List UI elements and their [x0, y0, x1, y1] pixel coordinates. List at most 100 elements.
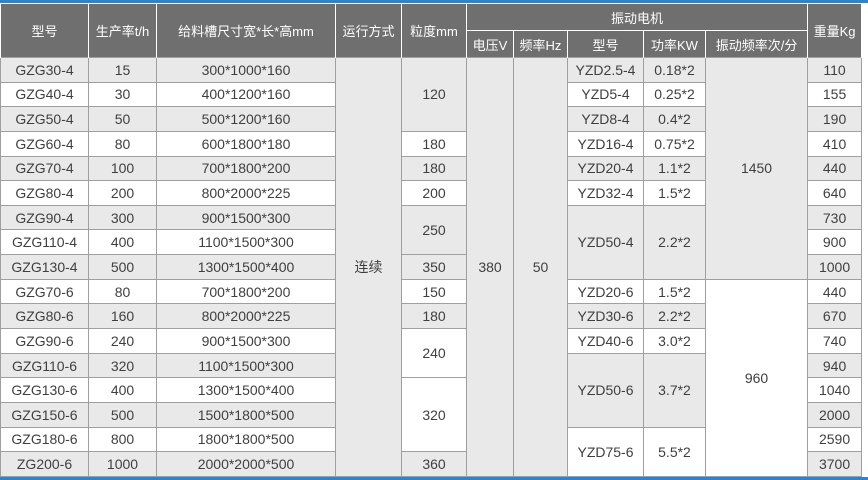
cell-motor_model: YZD40-6: [567, 328, 644, 354]
table-row: GZG70-6 80 700*1800*200 150 YZD20-6 1.5*2 960 4…: [0, 278, 863, 478]
cell-rate: 800: [88, 426, 157, 453]
cell-rate: 1000: [88, 451, 157, 477]
cell-motor_model: YZD5-4: [567, 81, 644, 108]
cell-model: GZG90-4: [0, 204, 89, 231]
table-row: GZG150-6 500 1500*1800*500 2000: [0, 401, 863, 428]
table-row: GZG80-4 200 800*2000*225 200 YZD32-4 1.5*2 640: [0, 180, 863, 206]
cell-particle: 320: [401, 377, 467, 453]
cell-particle: 180: [401, 155, 467, 182]
cell-power: 0.18*2: [643, 57, 706, 83]
cell-trough: 1100*1500*300: [156, 352, 336, 379]
cell-trough: 400*1200*160: [156, 81, 336, 108]
cell-vib_freq: 1450: [704, 57, 809, 280]
cell-weight: 410: [807, 130, 863, 157]
table-row: ZG200-6 1000 2000*2000*500 360 3700: [0, 451, 863, 477]
cell-weight: 440: [807, 155, 863, 182]
header-weight: 重量Kg: [807, 3, 863, 58]
bottom-accent-bar: [0, 477, 868, 480]
cell-power: 3.7*2: [643, 352, 706, 428]
cell-trough: 800*2000*225: [156, 180, 336, 206]
cell-weight: 110: [807, 57, 863, 83]
cell-trough: 500*1200*160: [156, 106, 336, 132]
cell-power: 0.75*2: [643, 130, 706, 157]
header-vibration-motor-group: 振动电机: [465, 3, 809, 31]
spec-table-body: GZG30-4 15 300*1000*160 连续 120 380 50 YZD2.5-4 0…: [0, 57, 863, 478]
cell-rate: 400: [88, 377, 157, 403]
table-row: GZG130-6 400 1300*1500*400 320 1040: [0, 377, 863, 453]
cell-motor_model: YZD2.5-4: [567, 57, 644, 83]
header-rate: 生产率t/h: [88, 3, 157, 58]
cell-frequency: 50: [513, 57, 568, 477]
cell-weight: 640: [807, 180, 863, 206]
cell-model: GZG80-6: [0, 303, 89, 330]
header-voltage: 电压V: [466, 30, 514, 58]
cell-power: 1.1*2: [643, 155, 706, 182]
header-particle-size: 粒度mm: [401, 3, 467, 58]
cell-particle: 180: [401, 303, 467, 330]
cell-power: 1.5*2: [643, 278, 706, 305]
cell-weight: 155: [807, 81, 863, 108]
cell-rate: 320: [88, 352, 157, 379]
cell-weight: 900: [807, 229, 863, 256]
cell-weight: 190: [807, 106, 863, 132]
cell-model: GZG50-4: [0, 106, 89, 132]
cell-model: GZG80-4: [0, 180, 89, 206]
cell-motor_model: YZD16-4: [567, 130, 644, 157]
cell-trough: 1300*1500*400: [156, 254, 336, 280]
cell-weight: 3700: [807, 451, 863, 477]
cell-motor_model: YZD8-4: [567, 106, 644, 132]
cell-motor_model: YZD20-6: [567, 278, 644, 305]
cell-rate: 50: [88, 106, 157, 132]
cell-model: GZG150-6: [0, 401, 89, 428]
cell-trough: 300*1000*160: [156, 57, 336, 83]
cell-power: 0.4*2: [643, 106, 706, 132]
cell-motor_model: YZD50-4: [567, 204, 644, 280]
cell-rate: 100: [88, 155, 157, 182]
header-model: 型号: [0, 3, 89, 58]
cell-trough: 900*1500*300: [156, 204, 336, 231]
cell-particle: 180: [401, 130, 467, 157]
cell-model: GZG130-6: [0, 377, 89, 403]
cell-model: GZG30-4: [0, 57, 89, 83]
cell-trough: 800*2000*225: [156, 303, 336, 330]
cell-model: GZG60-4: [0, 130, 89, 157]
cell-rate: 160: [88, 303, 157, 330]
cell-particle: 150: [401, 278, 467, 305]
table-row: GZG110-4 400 1100*1500*300 900: [0, 229, 863, 256]
table-row: GZG130-4 500 1300*1500*400 350 1000: [0, 254, 863, 280]
table-row: GZG60-4 80 600*1800*180 180 YZD16-4 0.75*2 410: [0, 130, 863, 157]
cell-voltage: 380: [466, 57, 514, 477]
cell-trough: 2000*2000*500: [156, 451, 336, 477]
top-accent-bar: [0, 0, 868, 3]
cell-weight: 1000: [807, 254, 863, 280]
cell-model: GZG40-4: [0, 81, 89, 108]
cell-weight: 730: [807, 204, 863, 231]
cell-rate: 80: [88, 278, 157, 305]
header-frequency: 频率Hz: [513, 30, 568, 58]
cell-vib_freq: 960: [704, 278, 809, 478]
header-run-mode: 运行方式: [335, 3, 402, 58]
cell-rate: 500: [88, 254, 157, 280]
cell-model: GZG90-6: [0, 328, 89, 354]
cell-model: GZG180-6: [0, 426, 89, 453]
cell-motor_model: YZD32-4: [567, 180, 644, 206]
table-row: GZG30-4 15 300*1000*160 连续 120 380 50 YZD2.5-4 0…: [0, 57, 863, 477]
header-row-1: 型号 生产率t/h 给料槽尺寸宽*长*高mm 运行方式 粒度mm 振动电机 重量…: [0, 3, 863, 58]
spec-table-header: 型号 生产率t/h 给料槽尺寸宽*长*高mm 运行方式 粒度mm 振动电机 重量…: [0, 3, 863, 58]
cell-rate: 30: [88, 81, 157, 108]
cell-power: 2.2*2: [643, 303, 706, 330]
cell-particle: 350: [401, 254, 467, 280]
cell-trough: 700*1800*200: [156, 155, 336, 182]
cell-trough: 1300*1500*400: [156, 377, 336, 403]
cell-power: 2.2*2: [643, 204, 706, 280]
cell-power: 5.5*2: [643, 426, 706, 478]
cell-motor_model: YZD20-4: [567, 155, 644, 182]
header-power: 功率KW: [643, 30, 706, 58]
cell-particle: 120: [401, 57, 467, 132]
cell-motor_model: YZD50-6: [567, 352, 644, 428]
header-trough-size: 给料槽尺寸宽*长*高mm: [156, 3, 336, 58]
cell-model: GZG110-4: [0, 229, 89, 256]
cell-power: 0.25*2: [643, 81, 706, 108]
cell-rate: 15: [88, 57, 157, 83]
cell-trough: 1800*1800*500: [156, 426, 336, 453]
